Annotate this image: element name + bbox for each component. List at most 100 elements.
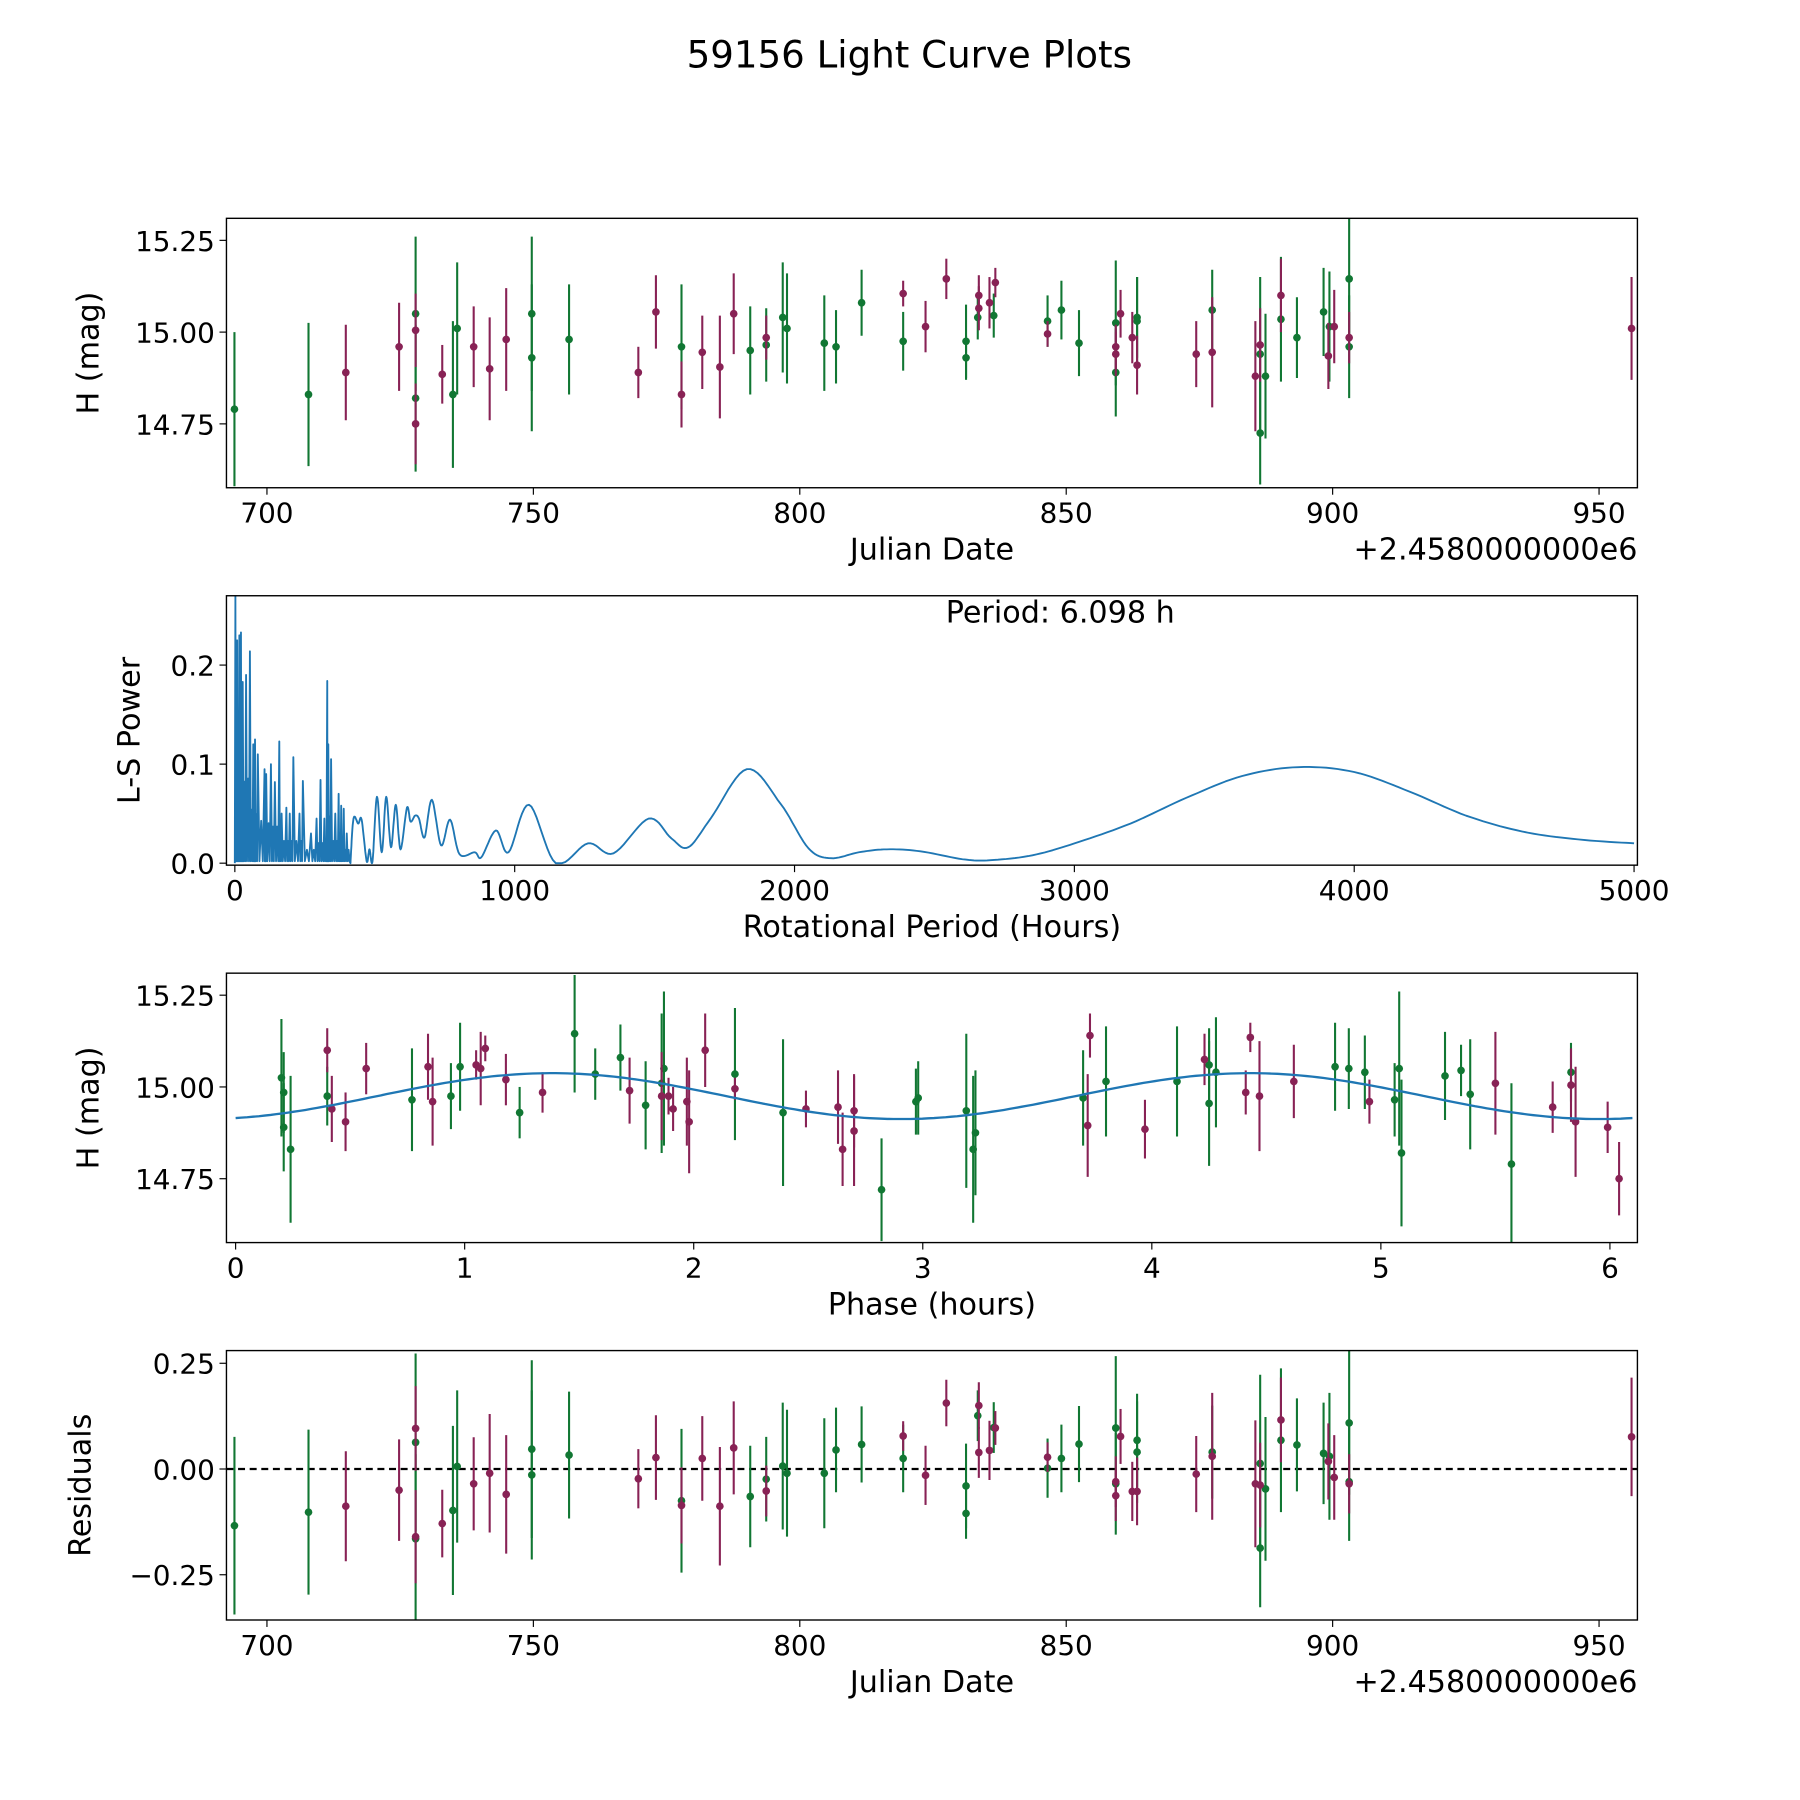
marker	[1102, 1077, 1110, 1086]
marker	[447, 1092, 455, 1100]
marker	[1277, 291, 1285, 300]
marker	[834, 1103, 842, 1111]
marker	[1457, 1066, 1465, 1075]
marker	[962, 1482, 970, 1490]
data-point-green	[1395, 991, 1404, 1146]
data-point-magenta	[341, 1451, 350, 1562]
data-point-green	[1102, 1026, 1110, 1137]
data-point-magenta	[502, 1435, 511, 1554]
data-point-magenta	[729, 273, 738, 355]
marker	[899, 1454, 907, 1463]
data-point-green	[832, 1407, 840, 1493]
data-point-green	[1331, 1022, 1339, 1111]
residuals-plot-area	[226, 1351, 1638, 1620]
data-point-green	[899, 311, 907, 371]
marker	[1133, 1448, 1141, 1456]
marker	[634, 368, 643, 377]
x-tick-label: 800	[773, 1629, 826, 1662]
marker	[677, 390, 686, 399]
marker	[1256, 1481, 1264, 1489]
data-point-green	[1466, 1039, 1475, 1150]
marker	[991, 278, 1000, 287]
data-point-magenta	[438, 1489, 447, 1558]
marker	[1116, 1432, 1125, 1441]
data-point-magenta	[1345, 1454, 1353, 1514]
y-tick-label: −0.25	[129, 1559, 214, 1592]
marker	[899, 289, 907, 298]
marker	[515, 1108, 524, 1117]
marker	[942, 275, 951, 283]
data-point-green	[1212, 1017, 1220, 1128]
marker	[1173, 1077, 1181, 1086]
data-point-green	[877, 1138, 886, 1242]
y-tick-label: 15.00	[135, 1071, 215, 1104]
data-point-green	[1075, 1405, 1083, 1483]
marker	[1128, 333, 1137, 342]
marker	[974, 1401, 983, 1410]
marker	[395, 342, 403, 351]
data-point-magenta	[991, 1411, 1000, 1445]
data-point-green	[286, 1075, 295, 1223]
marker	[1491, 1079, 1500, 1088]
data-point-green	[857, 269, 866, 336]
data-point-magenta	[1141, 1099, 1149, 1159]
data-point-magenta	[652, 1415, 660, 1500]
marker	[778, 1462, 787, 1470]
data-point-magenta	[716, 315, 724, 419]
marker	[1331, 1062, 1339, 1071]
marker	[962, 1106, 971, 1115]
marker	[1627, 1433, 1636, 1441]
data-point-magenta	[1603, 1101, 1612, 1154]
y-tick-label: 0.0	[171, 848, 215, 881]
y-tick-label: 0.1	[171, 749, 215, 782]
x-offset-text: +2.4580000000e6	[1353, 1665, 1637, 1700]
marker	[1200, 1055, 1209, 1064]
data-point-magenta	[1324, 1423, 1333, 1500]
data-point-green	[1079, 1050, 1087, 1146]
data-point-magenta	[942, 258, 951, 300]
marker	[698, 348, 707, 357]
marker	[1627, 324, 1636, 333]
marker	[731, 1070, 739, 1078]
marker	[652, 1453, 660, 1462]
data-point-magenta	[1116, 289, 1125, 338]
data-point-magenta	[1277, 1377, 1285, 1463]
data-point-green	[527, 284, 536, 432]
marker	[942, 1399, 951, 1407]
data-point-green	[449, 321, 457, 468]
marker	[411, 326, 420, 335]
marker	[1324, 352, 1333, 360]
marker	[565, 1451, 573, 1459]
marker	[1133, 361, 1141, 369]
x-tick-label: 0	[227, 1251, 245, 1284]
data-point-magenta	[1627, 277, 1636, 380]
axes-frame	[225, 1349, 1639, 1621]
data-point-magenta	[657, 1052, 666, 1141]
data-point-magenta	[921, 300, 930, 353]
marker	[538, 1088, 547, 1097]
data-point-magenta	[1111, 332, 1120, 377]
data-point-magenta	[502, 1053, 510, 1106]
data-point-magenta	[1208, 1392, 1217, 1520]
data-point-magenta	[899, 280, 907, 307]
data-point-green	[1441, 1031, 1449, 1120]
marker	[230, 1521, 239, 1530]
data-point-magenta	[1567, 1048, 1575, 1122]
data-point-magenta	[1345, 311, 1353, 364]
data-point-magenta	[1192, 1436, 1201, 1513]
marker	[323, 1092, 332, 1100]
data-point-magenta	[850, 1075, 858, 1187]
marker	[974, 304, 983, 313]
x-tick-label: 750	[507, 497, 560, 530]
data-point-green	[1057, 280, 1066, 340]
marker	[327, 1105, 336, 1113]
marker	[1083, 1121, 1092, 1130]
marker	[820, 1469, 829, 1478]
marker	[411, 420, 420, 428]
marker	[438, 370, 447, 379]
marker	[485, 1469, 494, 1478]
marker	[1246, 1033, 1255, 1042]
x-tick-label: 4	[1143, 1251, 1161, 1284]
marker	[962, 353, 970, 362]
marker	[634, 1474, 643, 1483]
